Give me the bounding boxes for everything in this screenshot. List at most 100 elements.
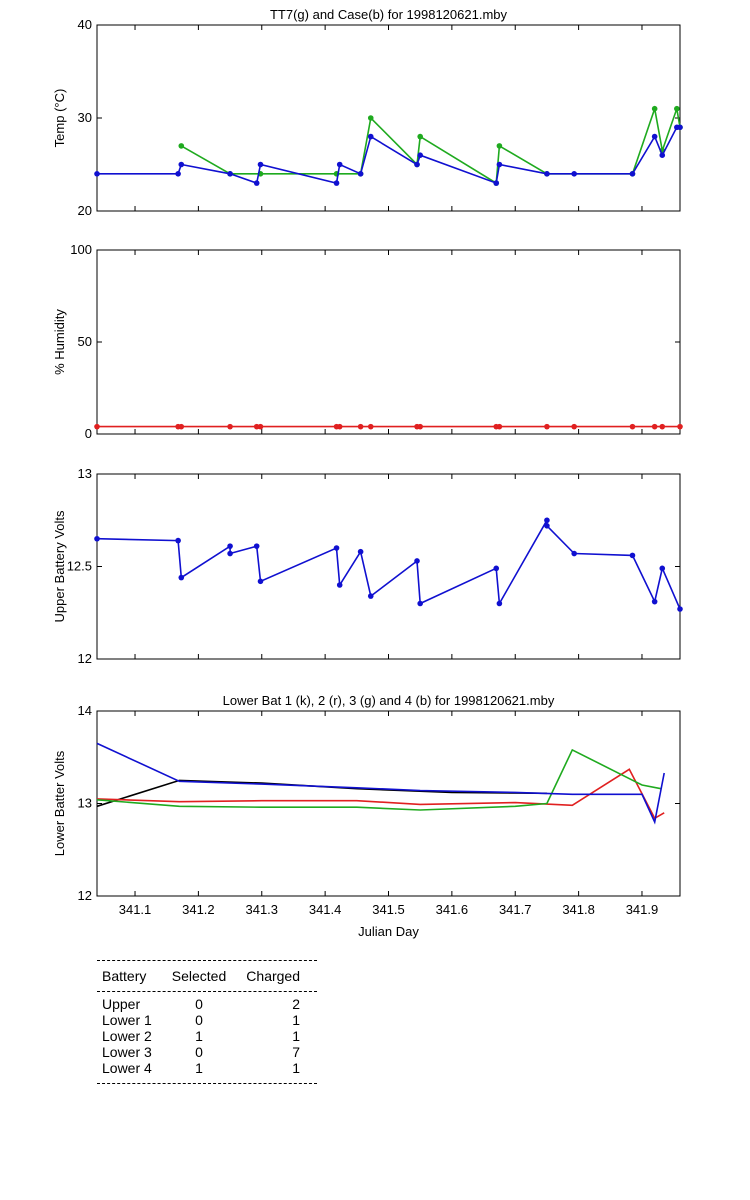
data-point [227,423,233,430]
y-tick-label: 100 [70,242,92,257]
y-axis-label: % Humidity [52,309,67,375]
battery-name: Lower 4 [102,1060,152,1076]
data-point [227,550,233,557]
header-charged: Charged [246,968,300,984]
header-battery: Battery [102,968,147,984]
battery-name: Lower 2 [102,1028,152,1044]
data-point [333,545,340,551]
plot-frame [96,473,681,660]
data-point [175,537,181,544]
data-point [178,161,185,168]
plot-frame [96,24,681,212]
battery-charged: 7 [292,1044,300,1060]
table-rule-header [97,991,317,992]
y-tick-label: 14 [78,703,92,718]
data-point [175,171,181,177]
y-tick-label: 50 [78,334,92,349]
data-point [496,600,503,607]
data-point [651,133,658,140]
battery-charged: 1 [292,1012,300,1028]
battery-charged: 1 [292,1060,300,1076]
x-tick-label: 341.1 [119,902,152,917]
battery-name: Lower 3 [102,1044,152,1060]
data-point [367,115,374,121]
data-point [677,124,683,131]
data-point [629,552,636,559]
series-line [96,742,665,825]
table-header-row: Battery Selected Charged [97,961,317,991]
header-selected: Selected [171,968,227,984]
data-point [651,598,658,605]
x-tick-label: 341.7 [499,902,532,917]
series-line [96,748,662,811]
series-line [96,517,681,610]
data-point [651,105,658,112]
data-point [178,143,185,149]
data-point [367,133,374,140]
data-point [253,543,260,549]
table-row: Lower 4 1 1 [97,1060,317,1076]
data-point [227,171,233,177]
y-axis-label: Temp (°C) [52,89,67,148]
data-point [544,423,550,430]
y-tick-label: 20 [78,203,92,218]
data-point [629,423,636,430]
y-axis-label: Lower Batter Volts [52,750,67,856]
data-point [257,161,264,168]
x-tick-label: 341.4 [309,902,342,917]
y-tick-label: 0 [85,426,92,441]
data-point [417,152,423,158]
y-tick-label: 12 [78,651,92,666]
data-point [496,423,503,430]
data-point [674,105,680,112]
data-point [178,423,185,430]
data-point [493,565,500,572]
data-point [367,593,374,599]
data-point [629,171,636,177]
table-row: Upper 0 2 [97,996,317,1012]
data-point [414,558,420,564]
battery-selected: 1 [195,1028,203,1044]
data-point [357,423,364,430]
battery-table: Battery Selected Charged Upper 0 2 Lower… [97,960,317,1084]
data-point [417,133,423,140]
data-point [659,565,666,572]
table-rule-top [97,960,317,961]
y-tick-label: 12.5 [67,559,92,574]
data-point [544,171,550,177]
data-point [227,543,233,549]
table-rule-bottom [97,1083,317,1084]
figure: TT7(g) and Case(b) for 1998120621.mby 20 3… [52,7,683,939]
data-point [178,574,185,581]
battery-name: Lower 1 [102,1012,152,1028]
data-point [417,423,423,430]
chart-title: TT7(g) and Case(b) for 1998120621.mby [270,7,508,22]
battery-selected: 1 [195,1060,203,1076]
plot-frame [96,249,681,435]
x-axis-label: Julian Day [358,924,419,939]
battery-selected: 0 [195,1012,203,1028]
x-tick-label: 341.5 [372,902,405,917]
data-point [357,171,364,177]
plot-frame [96,710,681,897]
battery-charged: 2 [292,996,300,1012]
data-point [257,578,264,585]
data-point [677,606,683,612]
data-point [333,180,340,186]
data-point [336,161,343,168]
data-point [94,423,100,430]
data-point [571,171,577,177]
data-point [677,423,683,430]
data-point [336,423,343,430]
data-point [544,523,550,529]
x-tick-label: 341.3 [245,902,278,917]
data-point [414,161,420,168]
data-point [493,180,500,186]
x-tick-label: 341.6 [436,902,469,917]
data-point [253,180,260,186]
series-line [180,105,681,185]
y-tick-label: 12 [78,888,92,903]
data-point [94,171,100,177]
data-point [417,600,423,607]
table-row: Lower 1 0 1 [97,1012,317,1028]
